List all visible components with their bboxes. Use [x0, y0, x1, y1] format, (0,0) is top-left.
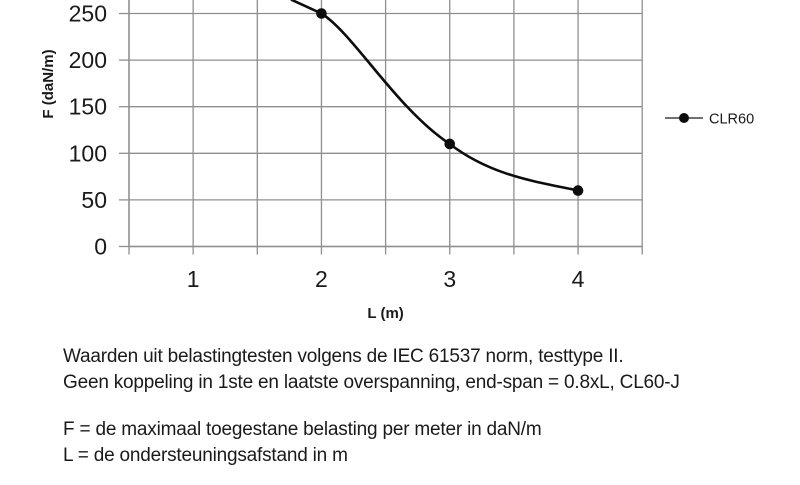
chart-notes: Waarden uit belastingtesten volgens de I…: [63, 344, 800, 469]
y-tick-label: 0: [94, 234, 107, 260]
data-point-marker: [444, 138, 456, 150]
note-coupling-endspan: Geen koppeling in 1ste en laatste oversp…: [63, 372, 680, 393]
gridlines-group: [119, 0, 643, 255]
note-l-definition: L = de ondersteuningsafstand in m: [63, 445, 348, 466]
legend: CLR60: [665, 112, 754, 128]
x-axis-title: L (m): [367, 305, 403, 322]
x-tick-label: 4: [572, 266, 585, 292]
y-axis-title: F (daN/m): [40, 49, 57, 118]
y-tick-label: 250: [69, 1, 107, 27]
note-f-definition: F = de maximaal toegestane belasting per…: [63, 419, 542, 440]
series-curve-clr60: [290, 0, 580, 192]
y-tick-label: 100: [69, 140, 107, 166]
note-test-standard: Waarden uit belastingtesten volgens de I…: [63, 346, 624, 367]
data-point-marker: [572, 185, 584, 196]
x-tick-label: 2: [315, 266, 328, 292]
data-point-marker: [316, 8, 327, 19]
load-span-line-chart: 0 50 100 150 200 250 1 2 3 4 F (daN/m) L (m) CLR60: [40, 0, 754, 322]
x-tick-label: 1: [187, 266, 200, 292]
legend-label: CLR60: [709, 112, 754, 128]
y-tick-label: 150: [69, 94, 107, 120]
y-tick-label: 200: [69, 47, 107, 73]
y-tick-label: 50: [81, 187, 107, 213]
legend-marker: [679, 113, 689, 123]
x-tick-label: 3: [443, 266, 456, 292]
